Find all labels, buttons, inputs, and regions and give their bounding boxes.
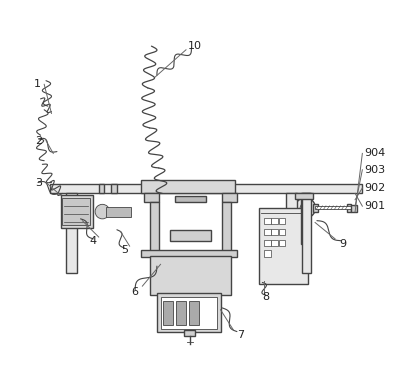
Bar [302,193,311,273]
Bar [175,196,206,203]
Bar [170,230,211,241]
Bar [61,195,93,228]
Bar [279,218,285,224]
Text: 2: 2 [35,136,42,146]
Bar [140,250,237,257]
Text: 902: 902 [364,183,385,193]
Text: 6: 6 [131,287,138,297]
Bar [222,203,232,253]
Bar [300,193,310,244]
Bar [272,218,278,224]
Circle shape [300,203,310,213]
Bar [295,193,313,199]
Text: 901: 901 [364,201,385,211]
Text: 904: 904 [364,149,385,158]
Bar [315,206,351,210]
Bar [50,184,362,193]
Text: 1: 1 [33,79,40,89]
Bar [106,207,131,217]
Circle shape [157,185,164,192]
Circle shape [95,204,110,219]
Bar [161,297,217,329]
Bar [150,256,232,295]
Bar [112,184,117,193]
Bar [347,204,351,212]
Bar [264,229,271,235]
Bar [99,184,104,193]
Bar [163,301,173,325]
Bar [222,193,237,203]
Bar [157,293,220,331]
Text: 903: 903 [364,165,385,175]
Bar [272,229,278,235]
Bar [62,198,90,226]
Bar [189,301,199,325]
Text: 5: 5 [121,245,128,255]
Text: 4: 4 [90,236,97,246]
Bar [264,250,271,257]
Circle shape [295,198,316,218]
Text: 7: 7 [237,330,244,340]
Bar [176,301,186,325]
Text: 8: 8 [262,292,269,302]
Bar [351,205,356,212]
Bar [264,239,271,246]
Bar [286,193,297,273]
Text: 3: 3 [35,177,42,188]
Bar [279,239,285,246]
Text: 9: 9 [339,239,346,249]
Text: 10: 10 [188,41,202,51]
Bar [144,193,159,203]
Bar [150,203,159,253]
Bar [140,180,235,193]
Bar [264,218,271,224]
Bar [272,239,278,246]
Bar [184,330,195,336]
Bar [66,193,77,273]
Bar [279,229,285,235]
Bar [259,208,308,284]
Bar [313,204,318,212]
Circle shape [219,185,226,192]
